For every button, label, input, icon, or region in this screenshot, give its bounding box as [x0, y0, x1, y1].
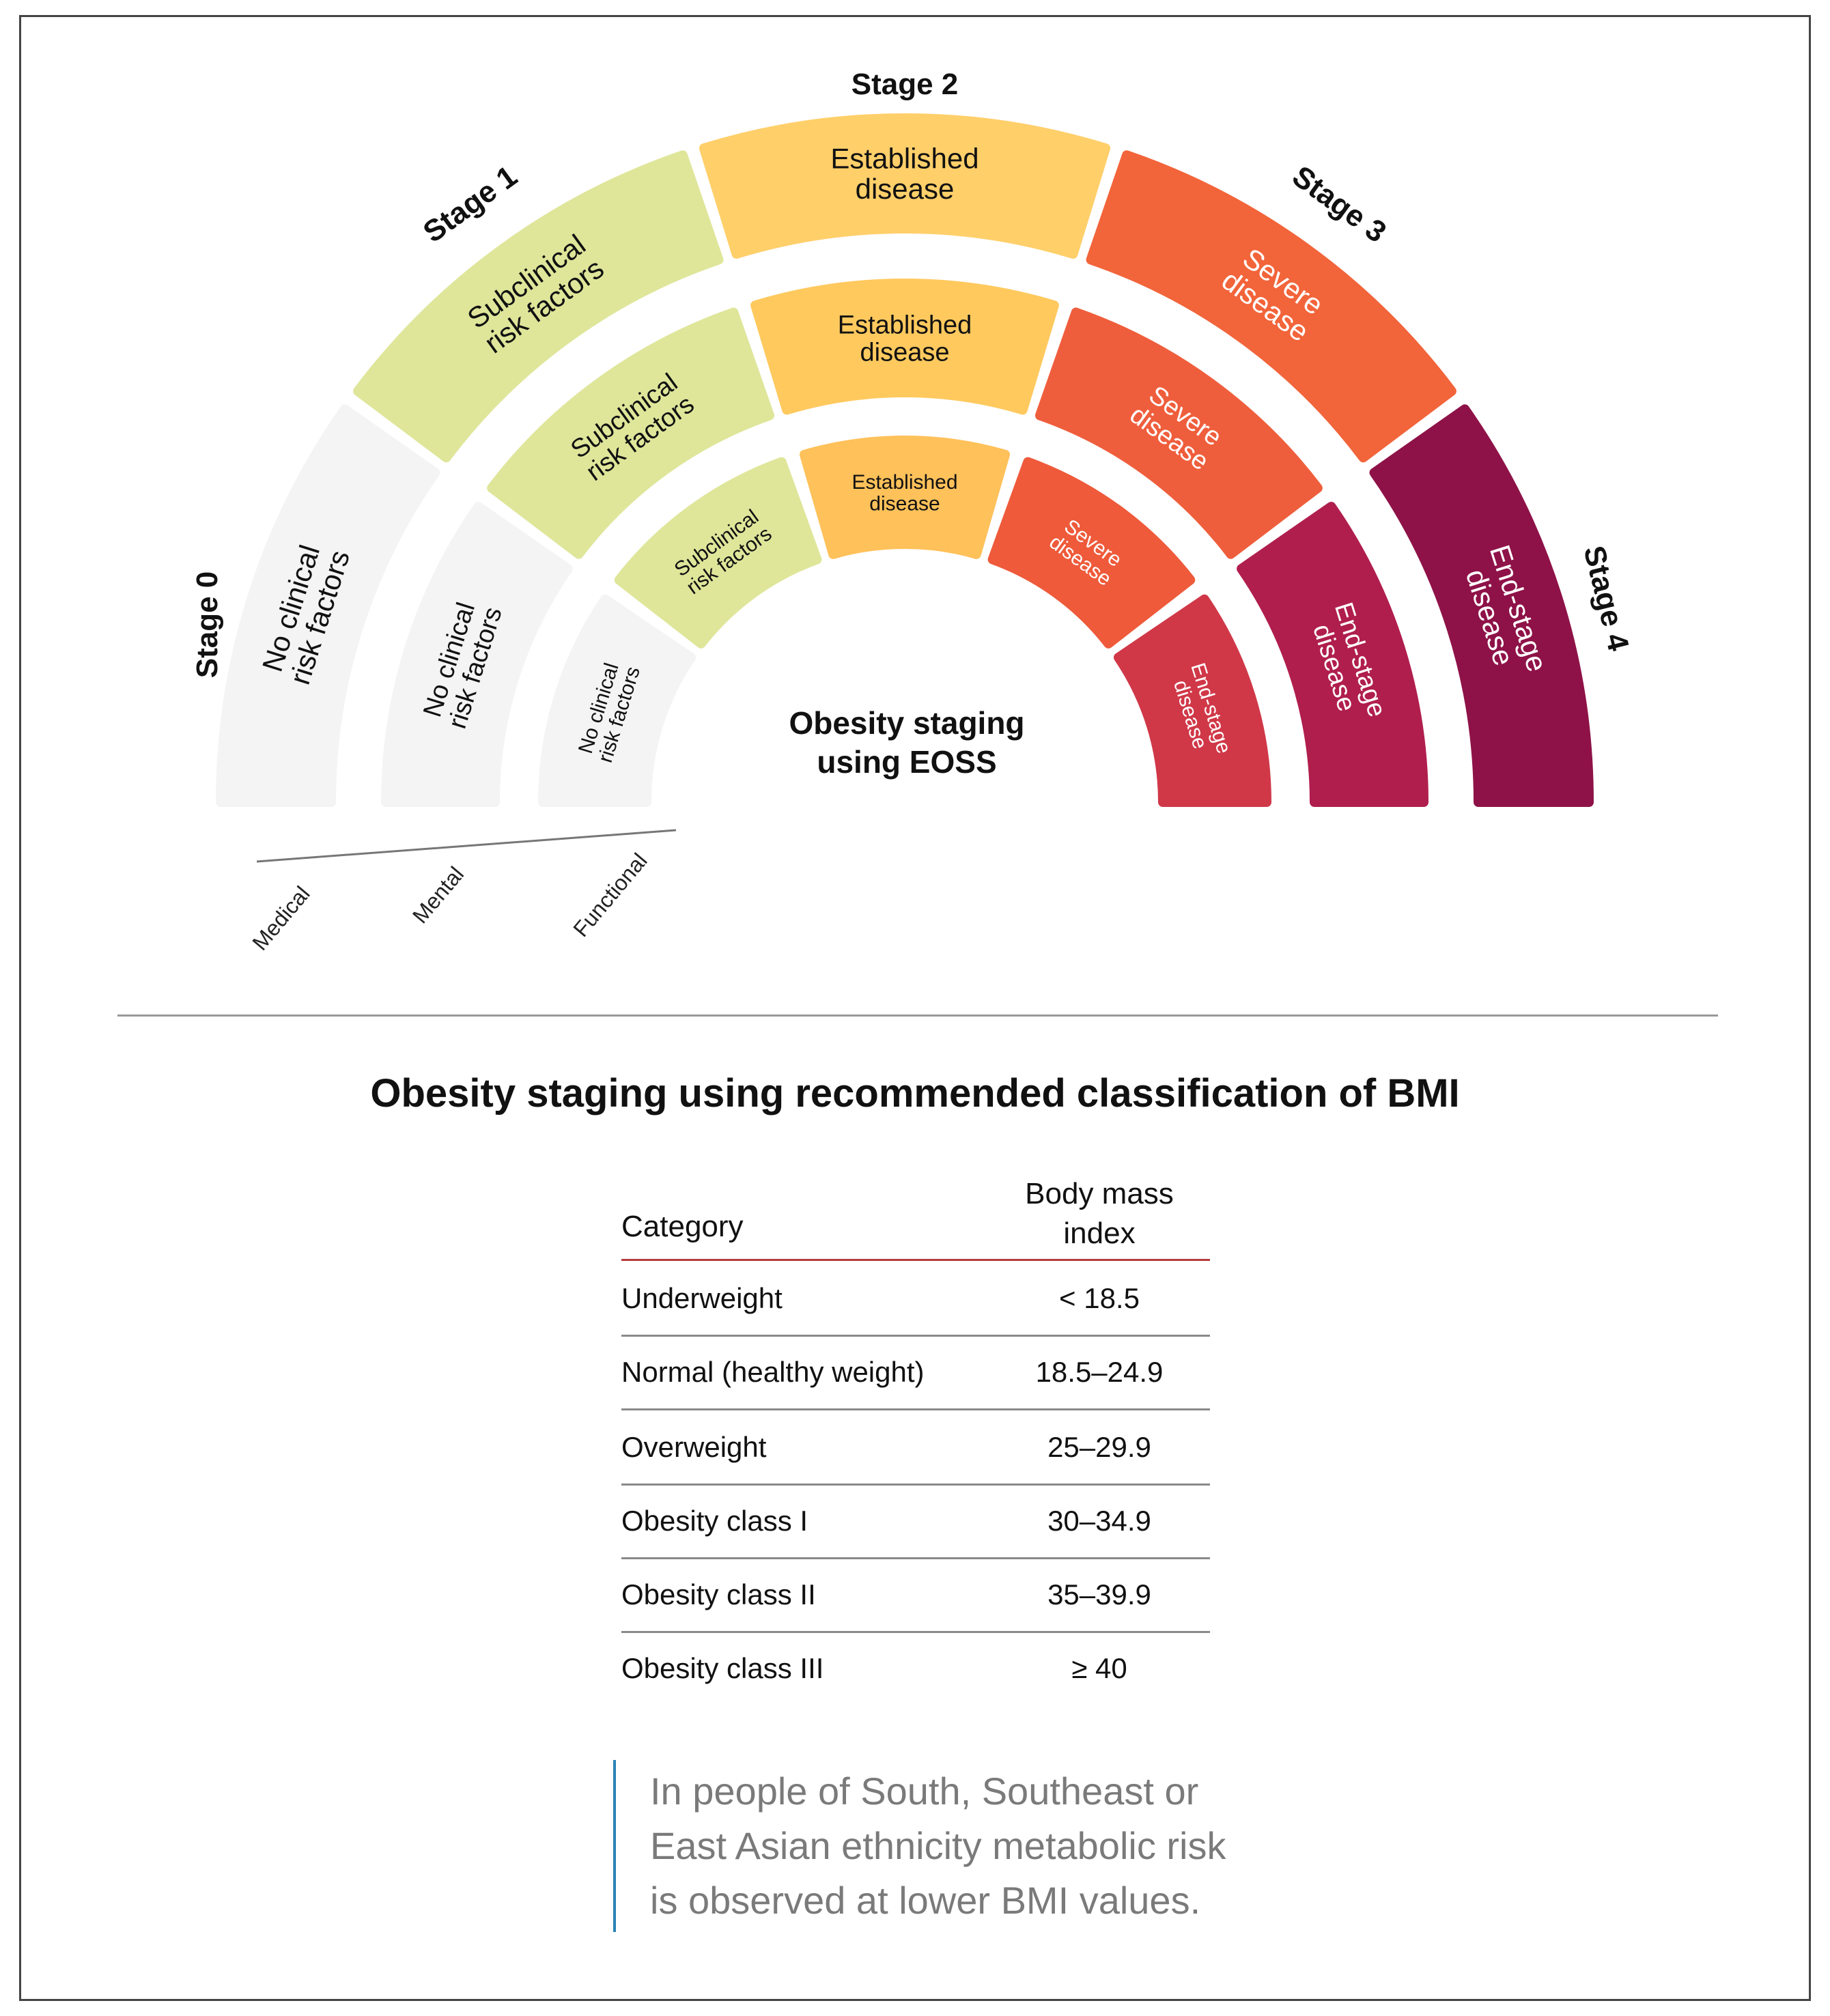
- row-separator: [621, 1557, 1210, 1559]
- table-row: Obesity class II 35–39.9: [621, 1559, 1210, 1633]
- figure-frame: [19, 15, 1811, 2001]
- segment-medical-0: [216, 404, 440, 807]
- table-row: Overweight 25–29.9: [621, 1412, 1210, 1486]
- header-bmi-line1: Body mass: [1025, 1177, 1174, 1210]
- note-accent-bar: [613, 1760, 616, 1932]
- stage-label: Stage 4: [1577, 543, 1635, 655]
- segment-label-line: Established: [851, 471, 957, 494]
- section-divider: [117, 1014, 1718, 1017]
- segment-label-line: disease: [856, 173, 955, 205]
- note-line: is observed at lower BMI values.: [650, 1879, 1201, 1922]
- row-separator: [621, 1335, 1210, 1337]
- segment-label-line: disease: [860, 338, 950, 367]
- ethnicity-note: In people of South, Southeast or East As…: [613, 1760, 1364, 1932]
- cell-bmi: 25–29.9: [1047, 1431, 1151, 1463]
- segment-functional-1: [614, 457, 822, 649]
- stage-label: Stage 0: [191, 571, 224, 679]
- table-row: Obesity class III ≥ 40: [621, 1633, 1210, 1707]
- segment-functional-4: [1113, 594, 1271, 807]
- segment-label: Established disease: [838, 311, 972, 367]
- cell-bmi: 30–34.9: [1047, 1505, 1151, 1537]
- center-title-line1: Obesity staging: [789, 705, 1024, 741]
- note-line: In people of South, Southeast or: [650, 1770, 1199, 1813]
- table-row: Obesity class I 30–34.9: [621, 1486, 1210, 1559]
- cell-bmi: ≥ 40: [1071, 1652, 1127, 1684]
- cell-bmi: 18.5–24.9: [1035, 1356, 1164, 1388]
- segment-functional-2: [799, 436, 1011, 559]
- segment-mental-1: [487, 307, 775, 559]
- row-separator: [621, 1631, 1210, 1633]
- axis-line: [256, 829, 677, 863]
- segment-label: End-stagedisease: [1166, 660, 1235, 763]
- segment-mental-3: [1034, 307, 1323, 559]
- table-row: Underweight < 18.5: [621, 1263, 1210, 1337]
- header-bmi-line2: index: [1063, 1217, 1136, 1250]
- cell-category: Underweight: [621, 1282, 783, 1314]
- header-bmi: Body mass index: [1004, 1174, 1195, 1253]
- segment-label: End-stagedisease: [1455, 541, 1554, 685]
- segment-label-line: Established: [830, 143, 979, 175]
- cell-bmi: 35–39.9: [1047, 1578, 1151, 1610]
- table-title: Obesity staging using recommended classi…: [370, 1071, 1460, 1116]
- header-underline: [621, 1259, 1210, 1261]
- row-separator: [621, 1483, 1210, 1486]
- segment-medical-1: [353, 150, 724, 463]
- segment-mental-2: [750, 279, 1059, 415]
- segment-medical-3: [1086, 150, 1456, 463]
- row-separator: [621, 1408, 1210, 1410]
- center-title-line2: using EOSS: [817, 744, 996, 780]
- axis-label: Medical: [247, 881, 314, 955]
- cell-category: Overweight: [621, 1431, 767, 1463]
- segment-label-line: Established: [838, 311, 972, 339]
- stage-label: Stage 1: [417, 159, 523, 249]
- segment-medical-2: [699, 113, 1111, 259]
- cell-bmi: < 18.5: [1059, 1282, 1140, 1314]
- stage-label: Stage 3: [1286, 159, 1392, 249]
- cell-category: Obesity class III: [621, 1652, 824, 1684]
- stage-label: Stage 2: [851, 68, 959, 101]
- segment-medical-4: [1369, 404, 1594, 807]
- segment-mental-4: [1237, 501, 1428, 807]
- table-row: Normal (healthy weight) 18.5–24.9: [621, 1337, 1210, 1410]
- axis-label: Mental: [408, 862, 468, 928]
- segment-mental-0: [381, 501, 573, 807]
- segment-label-line: disease: [869, 492, 940, 515]
- header-category: Category: [621, 1210, 744, 1243]
- segment-functional-3: [987, 457, 1196, 649]
- segment-label: Established disease: [830, 143, 979, 205]
- cell-category: Obesity class II: [621, 1578, 816, 1610]
- note-text: In people of South, Southeast or East As…: [650, 1764, 1226, 1928]
- segment-label: Established disease: [851, 471, 957, 515]
- cell-category: Obesity class I: [621, 1505, 808, 1537]
- segment-functional-0: [538, 594, 696, 807]
- note-line: East Asian ethnicity metabolic risk: [650, 1824, 1226, 1867]
- axis-label: Functional: [568, 849, 651, 941]
- cell-category: Normal (healthy weight): [621, 1356, 925, 1388]
